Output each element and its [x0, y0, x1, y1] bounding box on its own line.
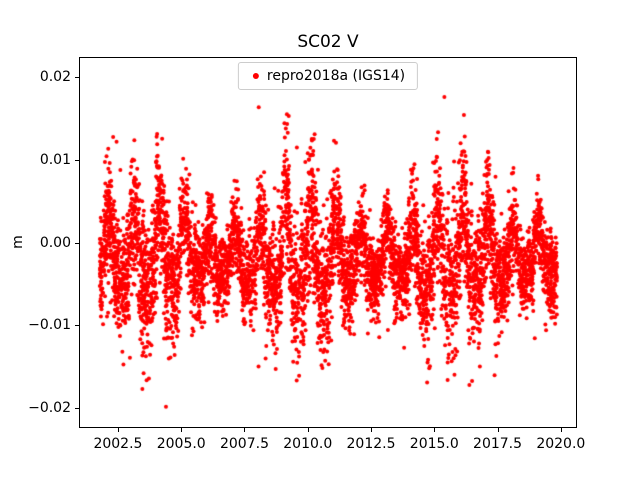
legend: repro2018a (IGS14) — [237, 62, 419, 90]
y-tick-mark — [75, 407, 79, 409]
y-axis-label: m — [10, 235, 26, 249]
y-tick-label: 0.02 — [39, 69, 71, 86]
x-tick-mark — [117, 428, 119, 432]
legend-marker-icon — [252, 73, 259, 79]
scatter-points-canvas — [80, 58, 576, 427]
y-tick-mark — [75, 159, 79, 161]
plot-area: repro2018a (IGS14) — [79, 57, 577, 428]
y-tick-label: −0.01 — [28, 317, 71, 334]
x-tick-mark — [560, 428, 562, 432]
x-tick-label: 2012.5 — [346, 436, 396, 452]
y-tick-label: 0.00 — [39, 234, 71, 251]
chart-title: SC02 V — [297, 32, 359, 52]
x-tick-label: 2002.5 — [93, 436, 143, 452]
y-tick-mark — [75, 242, 79, 244]
y-tick-label: 0.01 — [39, 151, 71, 168]
x-tick-mark — [497, 428, 499, 432]
legend-label: repro2018a (IGS14) — [266, 68, 406, 84]
x-tick-label: 2010.0 — [283, 436, 333, 452]
x-tick-mark — [434, 428, 436, 432]
x-tick-mark — [181, 428, 183, 432]
y-tick-label: −0.02 — [28, 399, 71, 416]
x-tick-label: 2015.0 — [409, 436, 459, 452]
x-tick-mark — [244, 428, 246, 432]
y-tick-mark — [75, 77, 79, 79]
x-tick-mark — [371, 428, 373, 432]
y-tick-mark — [75, 325, 79, 327]
x-tick-label: 2020.0 — [536, 436, 586, 452]
x-tick-mark — [307, 428, 309, 432]
x-tick-label: 2007.5 — [219, 436, 269, 452]
x-tick-label: 2005.0 — [156, 436, 206, 452]
x-tick-label: 2017.5 — [473, 436, 523, 452]
